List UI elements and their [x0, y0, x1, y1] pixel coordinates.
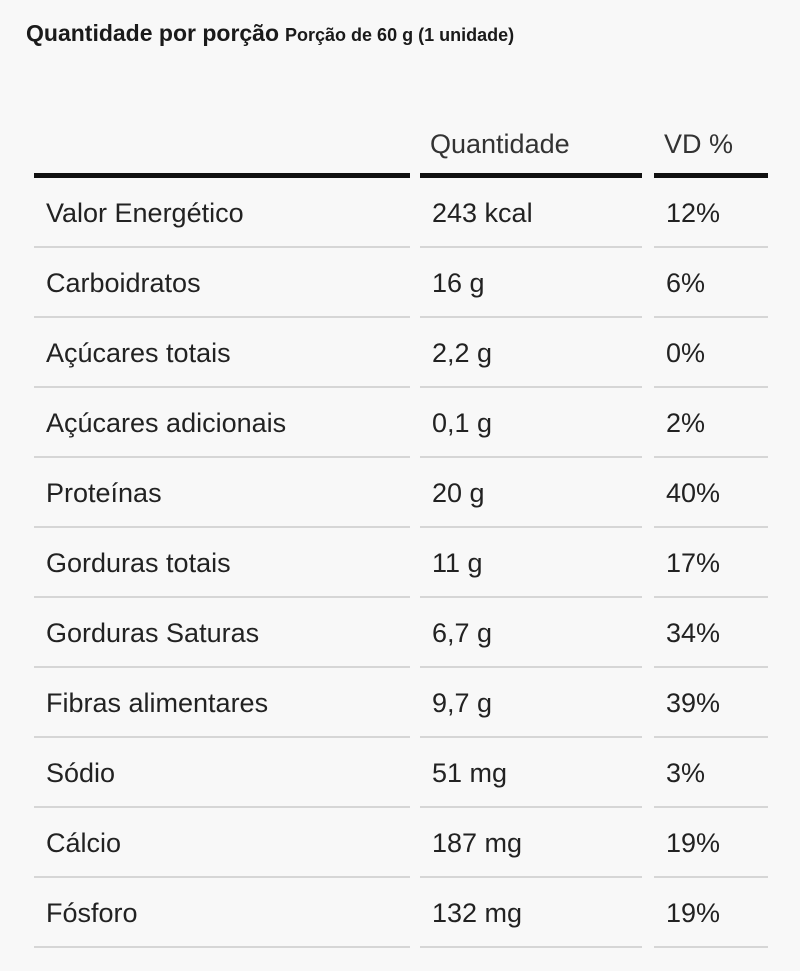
table-row: Açúcares adicionais 0,1 g 2%	[34, 388, 768, 458]
nutrient-name-cell: Fibras alimentares	[34, 668, 410, 738]
table-row: Gorduras Saturas 6,7 g 34%	[34, 598, 768, 668]
nutrition-table: Quantidade VD % Valor Energético 243 kcal…	[34, 110, 768, 948]
nutrient-vd-cell: 17%	[654, 528, 768, 598]
nutrient-amount: 187 mg	[432, 827, 523, 858]
column-header-quantity: Quantidade	[420, 110, 642, 178]
nutrient-amount: 2,2 g	[432, 337, 493, 368]
nutrient-amount-cell: 9,7 g	[420, 668, 642, 738]
nutrient-name: Cálcio	[46, 827, 122, 858]
table-header-row: Quantidade VD %	[34, 110, 768, 178]
column-header-vd-label: VD %	[664, 128, 734, 159]
nutrient-vd: 19%	[666, 827, 721, 858]
nutrient-vd-cell: 34%	[654, 598, 768, 668]
nutrient-name-cell: Gorduras Saturas	[34, 598, 410, 668]
nutrient-name-cell: Cálcio	[34, 808, 410, 878]
nutrient-amount-cell: 20 g	[420, 458, 642, 528]
nutrient-amount-cell: 243 kcal	[420, 178, 642, 248]
nutrient-amount: 51 mg	[432, 757, 508, 788]
nutrient-vd: 17%	[666, 547, 721, 578]
nutrient-amount: 0,1 g	[432, 407, 493, 438]
nutrient-name: Açúcares adicionais	[46, 407, 287, 438]
table-row: Gorduras totais 11 g 17%	[34, 528, 768, 598]
nutrient-name-cell: Sódio	[34, 738, 410, 808]
nutrient-vd: 3%	[666, 757, 706, 788]
column-header-quantity-label: Quantidade	[430, 128, 570, 159]
column-header-nutrient	[34, 110, 410, 178]
nutrient-vd: 40%	[666, 477, 721, 508]
header-title: Quantidade por porção	[26, 20, 280, 46]
table-row: Fibras alimentares 9,7 g 39%	[34, 668, 768, 738]
table-row: Valor Energético 243 kcal 12%	[34, 178, 768, 248]
nutrient-name-cell: Carboidratos	[34, 248, 410, 318]
nutrient-vd: 0%	[666, 337, 706, 368]
nutrient-name: Fibras alimentares	[46, 687, 269, 718]
nutrient-name-cell: Açúcares adicionais	[34, 388, 410, 458]
nutrient-amount: 243 kcal	[432, 197, 533, 228]
nutrient-amount-cell: 11 g	[420, 528, 642, 598]
nutrient-vd-cell: 6%	[654, 248, 768, 318]
nutrient-vd: 39%	[666, 687, 721, 718]
nutrient-vd-cell: 19%	[654, 878, 768, 948]
nutrient-name: Açúcares totais	[46, 337, 231, 368]
nutrient-vd-cell: 2%	[654, 388, 768, 458]
nutrient-amount: 20 g	[432, 477, 485, 508]
nutrient-vd-cell: 3%	[654, 738, 768, 808]
nutrient-name: Proteínas	[46, 477, 162, 508]
nutrient-name: Sódio	[46, 757, 116, 788]
nutrient-name: Gorduras totais	[46, 547, 231, 578]
nutrient-vd: 2%	[666, 407, 706, 438]
nutrient-name: Valor Energético	[46, 197, 244, 228]
nutrient-vd-cell: 40%	[654, 458, 768, 528]
table-row: Proteínas 20 g 40%	[34, 458, 768, 528]
nutrient-amount-cell: 2,2 g	[420, 318, 642, 388]
table-row: Carboidratos 16 g 6%	[34, 248, 768, 318]
nutrient-amount-cell: 6,7 g	[420, 598, 642, 668]
nutrient-name: Carboidratos	[46, 267, 201, 298]
nutrient-amount-cell: 0,1 g	[420, 388, 642, 458]
nutrient-vd: 19%	[666, 897, 721, 928]
nutrient-amount-cell: 51 mg	[420, 738, 642, 808]
nutrient-vd: 34%	[666, 617, 721, 648]
nutrient-name-cell: Gorduras totais	[34, 528, 410, 598]
nutrient-name: Gorduras Saturas	[46, 617, 260, 648]
nutrient-name-cell: Açúcares totais	[34, 318, 410, 388]
nutrient-name-cell: Valor Energético	[34, 178, 410, 248]
table-row: Açúcares totais 2,2 g 0%	[34, 318, 768, 388]
nutrient-amount: 11 g	[432, 547, 483, 578]
nutrient-vd: 6%	[666, 267, 706, 298]
nutrient-vd-cell: 0%	[654, 318, 768, 388]
nutrient-amount-cell: 16 g	[420, 248, 642, 318]
nutrient-name-cell: Fósforo	[34, 878, 410, 948]
nutrient-vd: 12%	[666, 197, 721, 228]
nutrient-vd-cell: 39%	[654, 668, 768, 738]
table-body: Valor Energético 243 kcal 12% Carboidratos 1…	[34, 178, 768, 948]
nutrient-amount: 6,7 g	[432, 617, 493, 648]
portion-size: Porção de 60 g (1 unidade)	[285, 25, 515, 45]
nutrient-amount: 16 g	[432, 267, 485, 298]
nutrient-name: Fósforo	[46, 897, 138, 928]
nutrient-name-cell: Proteínas	[34, 458, 410, 528]
nutrient-vd-cell: 12%	[654, 178, 768, 248]
table-row: Cálcio 187 mg 19%	[34, 808, 768, 878]
nutrient-amount: 132 mg	[432, 897, 523, 928]
nutrition-header: Quantidade por porção Porção de 60 g (1 u…	[26, 20, 514, 47]
nutrient-amount: 9,7 g	[432, 687, 493, 718]
nutrient-amount-cell: 187 mg	[420, 808, 642, 878]
table-row: Sódio 51 mg 3%	[34, 738, 768, 808]
nutrient-amount-cell: 132 mg	[420, 878, 642, 948]
column-header-vd: VD %	[654, 110, 768, 178]
nutrient-vd-cell: 19%	[654, 808, 768, 878]
table-row: Fósforo 132 mg 19%	[34, 878, 768, 948]
